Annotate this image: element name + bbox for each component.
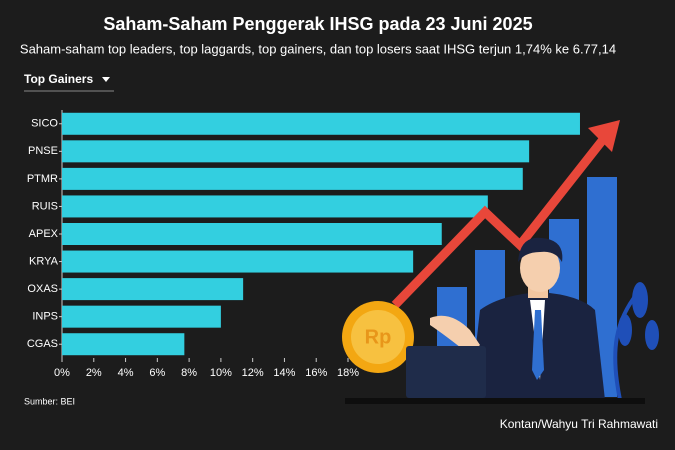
bar — [62, 112, 580, 135]
x-tick-label: 4% — [118, 367, 134, 379]
bar — [62, 167, 523, 190]
bar — [62, 195, 488, 218]
x-tick-label: 18% — [337, 367, 359, 379]
dropdown-arrow[interactable] — [102, 77, 110, 82]
y-tick-label: KRYA — [29, 255, 59, 267]
y-tick-label: RUIS — [32, 200, 58, 212]
x-tick-label: 14% — [273, 367, 295, 379]
chart-title: Saham-Saham Penggerak IHSG pada 23 Juni … — [103, 14, 532, 34]
bar — [62, 305, 221, 328]
x-tick-label: 10% — [210, 367, 232, 379]
bar — [62, 223, 442, 245]
y-tick-label: SICO — [31, 118, 58, 130]
y-tick-label: CGAS — [27, 338, 58, 350]
bar — [62, 140, 530, 163]
y-tick-label: PTMR — [27, 173, 58, 185]
x-tick-label: 0% — [54, 367, 70, 379]
y-tick-label: PNSE — [28, 145, 58, 157]
credit: Kontan/Wahyu Tri Rahmawati — [500, 417, 658, 431]
source: Sumber: BEI — [24, 396, 75, 406]
bar — [62, 278, 244, 301]
y-tick-label: INPS — [32, 311, 58, 323]
x-tick-label: 16% — [305, 367, 327, 379]
y-tick-label: OXAS — [27, 283, 58, 295]
x-tick-label: 8% — [181, 367, 197, 379]
bar — [62, 250, 414, 273]
illustration: Rp — [342, 120, 659, 404]
dropdown-label[interactable]: Top Gainers — [24, 72, 93, 86]
bar — [62, 333, 185, 356]
x-tick-label: 12% — [242, 367, 264, 379]
chart-subtitle: Saham-saham top leaders, top laggards, t… — [20, 41, 616, 56]
dropdown[interactable]: Top Gainers — [24, 72, 114, 92]
x-tick-label: 2% — [86, 367, 102, 379]
x-tick-label: 6% — [149, 367, 165, 379]
y-tick-label: APEX — [29, 228, 59, 240]
svg-text:Rp: Rp — [365, 326, 392, 348]
